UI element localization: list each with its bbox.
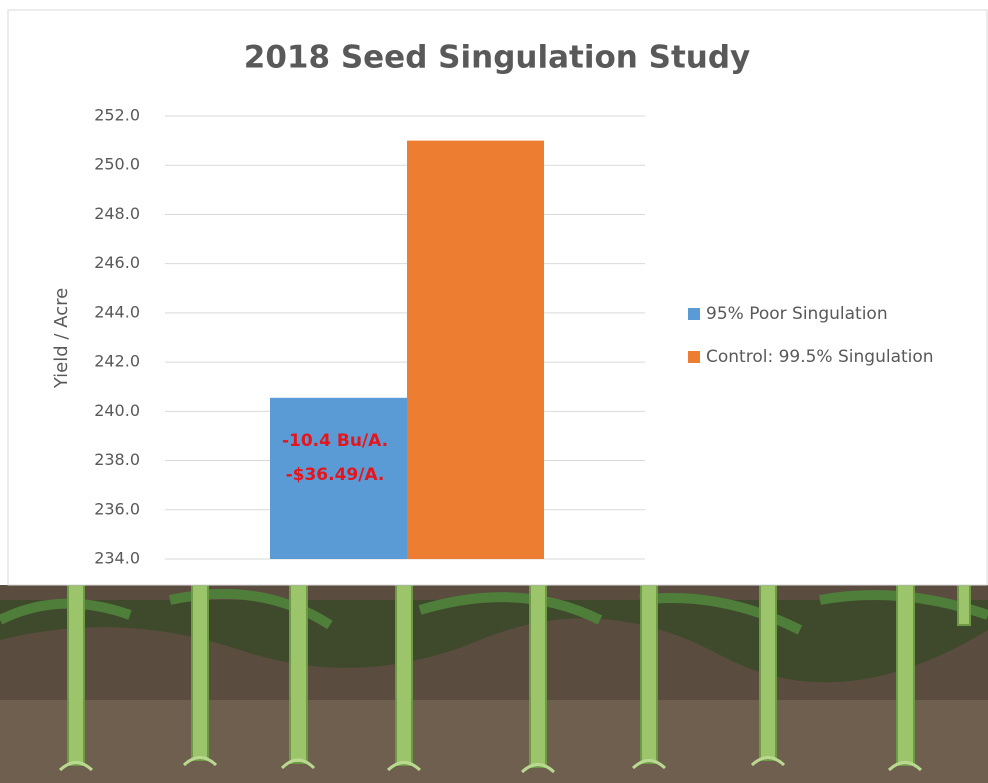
y-tick-label: 234.0 <box>94 549 140 568</box>
bar <box>407 140 544 559</box>
legend-label: Control: 99.5% Singulation <box>706 347 934 367</box>
y-tick-label: 244.0 <box>94 302 140 321</box>
bar <box>270 397 407 559</box>
y-tick-label: 252.0 <box>94 106 140 125</box>
y-tick-label: 240.0 <box>94 401 140 420</box>
legend-swatch <box>688 308 700 320</box>
legend: 95% Poor Singulation Control: 99.5% Singu… <box>688 304 934 367</box>
y-tick-label: 236.0 <box>94 499 140 518</box>
annotation: -10.4 Bu/A. <box>282 431 388 451</box>
legend-label: 95% Poor Singulation <box>706 304 888 324</box>
y-tick-label: 246.0 <box>94 253 140 272</box>
y-axis-title: Yield / Acre <box>51 288 72 389</box>
y-tick-label: 242.0 <box>94 352 140 371</box>
y-tick-label: 248.0 <box>94 204 140 223</box>
legend-swatch <box>688 351 700 363</box>
bars <box>270 140 544 559</box>
y-tick-label: 250.0 <box>94 155 140 174</box>
chart-title: 2018 Seed Singulation Study <box>244 40 750 76</box>
y-tick-label: 238.0 <box>94 450 140 469</box>
annotation: -$36.49/A. <box>286 465 385 485</box>
field-photo <box>0 584 988 783</box>
